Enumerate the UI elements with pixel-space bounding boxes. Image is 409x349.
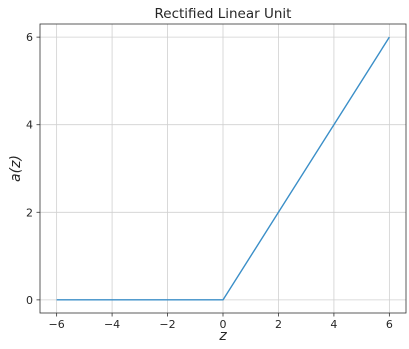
x-tick-label: 2 — [275, 318, 282, 331]
y-axis-title: a(z) — [8, 155, 24, 182]
y-tick-label: 4 — [26, 119, 33, 132]
x-tick-label: −6 — [49, 318, 65, 331]
x-tick-label: 4 — [330, 318, 337, 331]
tick-layer: −6 −4 −2 0 2 4 6 0 2 4 6 — [26, 31, 393, 331]
series-layer — [56, 36, 390, 301]
x-tick-label: −4 — [104, 318, 120, 331]
relu-series-line — [56, 36, 390, 301]
y-tick-label: 6 — [26, 31, 33, 44]
grid-lines — [40, 24, 406, 313]
chart-title: Rectified Linear Unit — [155, 6, 292, 22]
y-tick-label: 0 — [26, 294, 33, 307]
y-tick-label: 2 — [26, 206, 33, 219]
x-axis-title: z — [218, 328, 227, 344]
x-tick-label: 6 — [386, 318, 393, 331]
x-tick-label: 0 — [220, 318, 227, 331]
x-tick-label: −2 — [159, 318, 175, 331]
